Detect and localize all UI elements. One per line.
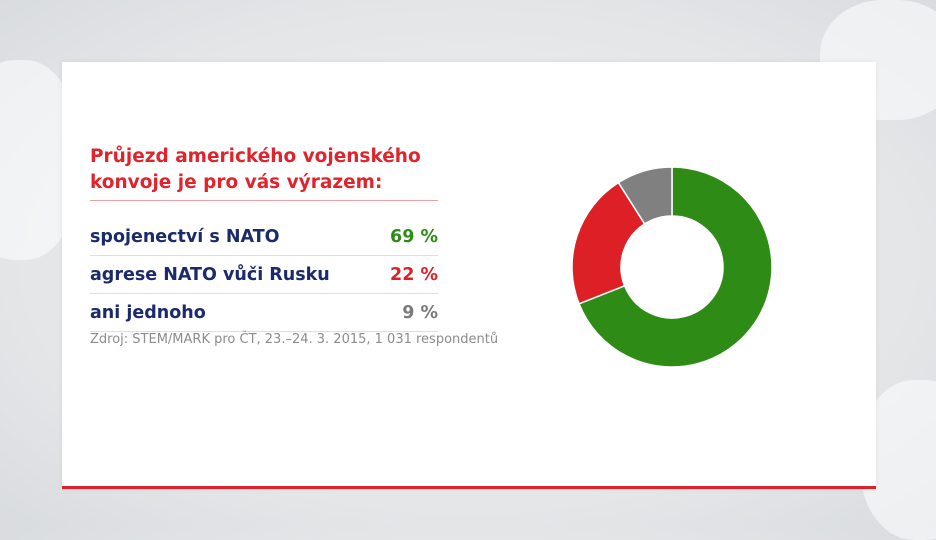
result-row: ani jednoho 9 % [90,294,438,332]
result-value: 22 % [390,264,438,285]
result-label: ani jednoho [90,302,206,323]
result-row: spojenectví s NATO 69 % [90,218,438,256]
result-value: 69 % [390,226,438,247]
source-note: Zdroj: STEM/MARK pro ČT, 23.–24. 3. 2015… [90,332,499,347]
donut-slice-nato-alliance [578,166,773,368]
poll-question-title: Průjezd amerického vojenského konvoje je… [90,146,421,193]
poll-card: Průjezd amerického vojenského konvoje je… [62,62,876,489]
result-table: spojenectví s NATO 69 % agrese NATO vůči… [90,218,438,332]
donut-slice-nato-aggression [571,181,646,305]
donut-slice-neither [617,166,673,225]
result-row: agrese NATO vůči Rusku 22 % [90,256,438,294]
result-value: 9 % [402,302,438,323]
donut-chart [571,166,773,368]
title-divider [90,200,438,201]
result-label: agrese NATO vůči Rusku [90,264,330,285]
result-label: spojenectví s NATO [90,226,280,247]
